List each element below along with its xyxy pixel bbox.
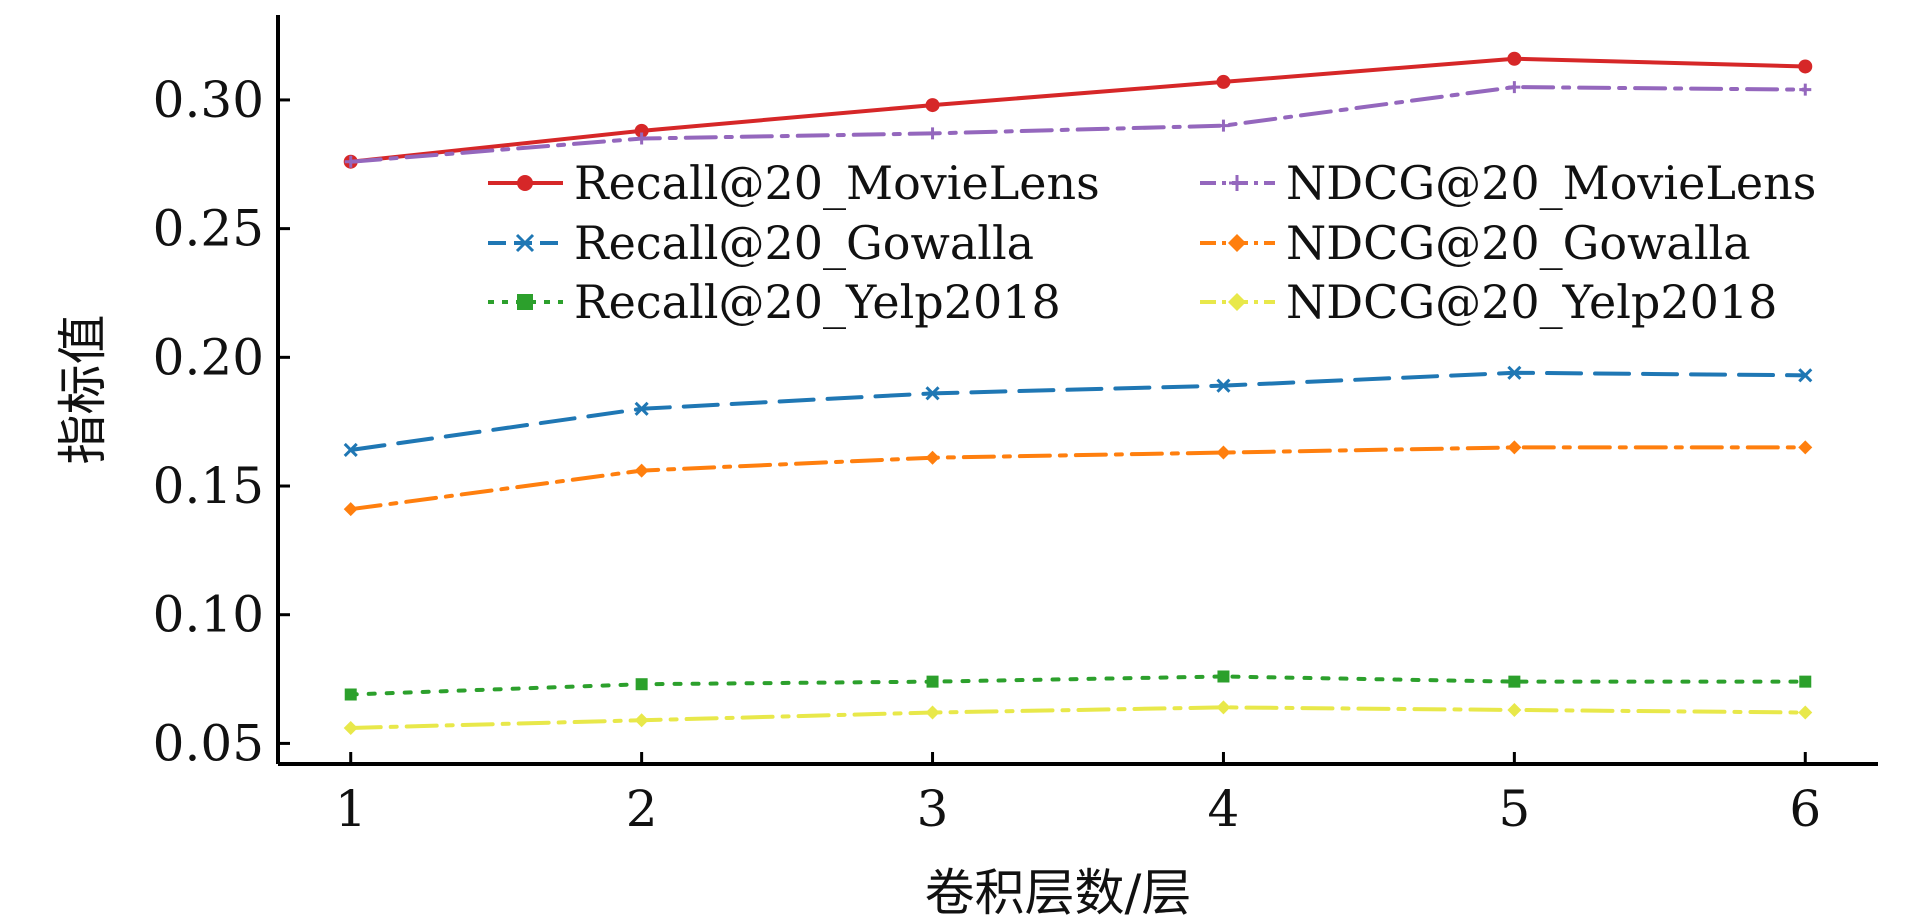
data-point xyxy=(1507,51,1522,66)
data-point xyxy=(343,502,358,517)
x-tick-label: 6 xyxy=(1789,780,1821,838)
data-point xyxy=(634,401,649,416)
series-line xyxy=(348,56,1808,164)
data-point xyxy=(1216,378,1231,393)
legend-item: Recall@20_Yelp2018 xyxy=(488,275,1061,329)
x-tick-label: 1 xyxy=(335,780,367,838)
y-tick-label: 0.25 xyxy=(153,200,264,258)
legend-label: NDCG@20_Gowalla xyxy=(1286,216,1751,270)
data-point xyxy=(925,98,940,113)
y-tick-label: 0.15 xyxy=(153,457,264,515)
series-line xyxy=(348,674,1808,697)
data-point xyxy=(1229,175,1245,191)
data-point xyxy=(1216,74,1231,89)
y-axis-label: 指标值 xyxy=(54,315,112,465)
series-4 xyxy=(343,440,1813,517)
data-point xyxy=(1799,83,1812,96)
x-tick-label: 4 xyxy=(1208,780,1240,838)
x-tick-label: 5 xyxy=(1498,780,1530,838)
data-point xyxy=(517,175,533,191)
legend-item: Recall@20_Gowalla xyxy=(488,216,1034,270)
series-5 xyxy=(344,670,1812,701)
data-point xyxy=(517,294,533,310)
x-tick-label: 2 xyxy=(626,780,658,838)
legend-label: NDCG@20_Yelp2018 xyxy=(1286,275,1777,329)
data-point xyxy=(1217,119,1230,132)
data-point xyxy=(1798,59,1813,74)
legend-item: NDCG@20_MovieLens xyxy=(1200,156,1816,210)
data-point xyxy=(925,386,940,401)
legend-item: NDCG@20_Gowalla xyxy=(1200,216,1751,270)
legend-item: Recall@20_MovieLens xyxy=(488,156,1100,210)
data-point xyxy=(1508,675,1521,688)
series-3 xyxy=(343,365,1813,458)
series-line xyxy=(348,705,1808,730)
legend-label: Recall@20_MovieLens xyxy=(574,156,1100,210)
data-point xyxy=(344,688,357,701)
data-point xyxy=(343,720,358,735)
data-point xyxy=(1228,234,1246,252)
data-point xyxy=(343,442,358,458)
y-tick-label: 0.30 xyxy=(153,71,264,129)
data-point xyxy=(1217,670,1230,683)
y-ticks: 0.05 0.10 0.15 0.20 0.25 0.30 xyxy=(153,71,290,772)
series-2 xyxy=(344,81,1812,168)
y-tick-label: 0.20 xyxy=(153,328,264,386)
data-point xyxy=(926,675,939,688)
series-1 xyxy=(343,51,1813,169)
data-point xyxy=(1508,81,1521,94)
data-point xyxy=(1798,368,1813,383)
series-6 xyxy=(343,700,1813,735)
data-point xyxy=(1507,440,1522,455)
data-point xyxy=(634,463,649,478)
data-point xyxy=(344,155,357,168)
legend-item: NDCG@20_Yelp2018 xyxy=(1200,275,1777,329)
axes xyxy=(276,15,1878,766)
data-point xyxy=(515,233,535,253)
data-point xyxy=(1798,440,1813,455)
series-line xyxy=(348,370,1808,452)
data-point xyxy=(1798,705,1813,720)
data-point xyxy=(634,713,649,728)
data-point xyxy=(1228,293,1246,311)
data-point xyxy=(1799,675,1812,688)
data-point xyxy=(926,127,939,140)
series-line xyxy=(348,445,1808,512)
legend: Recall@20_MovieLens NDCG@20_MovieLens Reca… xyxy=(488,156,1816,329)
data-point xyxy=(1507,365,1522,380)
x-ticks: 1 2 3 4 5 6 xyxy=(335,752,1821,838)
y-tick-label: 0.10 xyxy=(153,586,264,644)
legend-label: Recall@20_Yelp2018 xyxy=(574,275,1061,329)
data-point xyxy=(1216,445,1231,460)
data-point xyxy=(925,450,940,465)
data-point xyxy=(635,132,648,145)
x-axis-label: 卷积层数/层 xyxy=(925,864,1192,921)
series-line xyxy=(348,85,1808,164)
x-tick-label: 3 xyxy=(917,780,949,838)
data-point xyxy=(1507,702,1522,717)
data-point xyxy=(635,678,648,691)
data-point xyxy=(925,705,940,720)
data-point xyxy=(1216,700,1231,715)
legend-label: NDCG@20_MovieLens xyxy=(1286,156,1816,210)
series-layer xyxy=(343,51,1813,735)
y-tick-label: 0.05 xyxy=(153,714,264,772)
data-point xyxy=(634,123,649,138)
legend-label: Recall@20_Gowalla xyxy=(574,216,1034,270)
